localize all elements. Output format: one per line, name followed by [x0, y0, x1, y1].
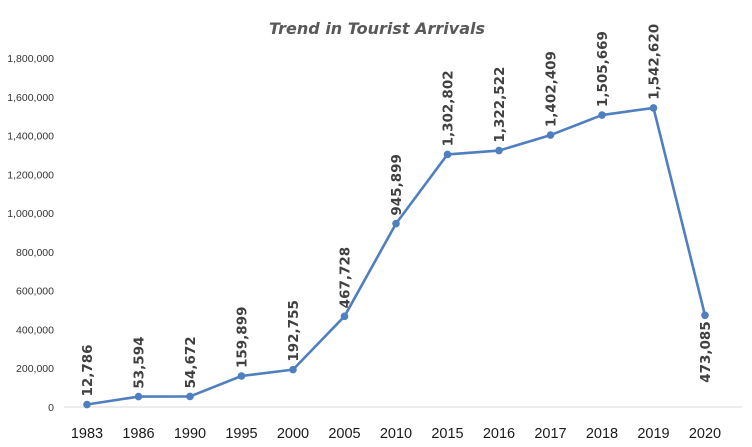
x-axis: 1983 1986 1990 1995 2000 2005 2010 2015 2016 2017… — [64, 406, 742, 442]
data-label: 945,899 — [389, 154, 405, 216]
x-tick-label: 2015 — [431, 426, 463, 442]
data-point — [546, 131, 555, 139]
data-label: 54,672 — [183, 336, 199, 388]
data-label: 1,542,620 — [647, 24, 663, 100]
data-point — [598, 111, 606, 119]
data-point — [340, 312, 349, 321]
data-label: 473,085 — [698, 321, 714, 383]
x-tick-label: 1983 — [71, 426, 103, 442]
y-axis: 0 200,000 400,000 600,000 800,000 1,000,000 1,… — [7, 53, 54, 414]
x-tick-label: 2017 — [534, 426, 566, 442]
chart-title: Trend in Tourist Arrivals — [269, 19, 485, 38]
data-label: 192,755 — [286, 300, 302, 362]
y-tick-label: 1,400,000 — [7, 131, 54, 143]
x-tick-label: 2020 — [689, 426, 721, 442]
data-point — [186, 392, 194, 401]
y-tick-label: 200,000 — [16, 363, 54, 375]
x-tick-label: 1986 — [122, 426, 154, 442]
y-tick-label: 1,200,000 — [7, 169, 54, 181]
x-tick-label: 2010 — [380, 426, 412, 442]
data-labels: 12,786 53,594 54,672 159,899 192,755 467,728 9… — [80, 24, 714, 397]
x-tick-label: 2005 — [328, 426, 360, 442]
y-tick-label: 800,000 — [16, 247, 54, 259]
x-tick-label: 1995 — [225, 426, 257, 442]
series-line — [86, 106, 707, 406]
data-label: 159,899 — [235, 306, 251, 368]
data-point — [237, 372, 246, 380]
data-point — [134, 392, 143, 401]
data-point — [701, 311, 709, 320]
data-label: 12,786 — [80, 344, 96, 396]
data-point — [649, 104, 658, 112]
x-tick-label: 2018 — [586, 426, 618, 442]
y-tick-label: 400,000 — [16, 324, 54, 336]
data-point — [289, 365, 297, 374]
data-label: 467,728 — [338, 247, 354, 309]
y-tick-label: 600,000 — [16, 286, 54, 298]
data-label: 1,302,802 — [441, 70, 457, 146]
y-tick-label: 0 — [48, 402, 54, 414]
data-point — [392, 219, 400, 228]
x-tick-label: 2000 — [277, 426, 309, 442]
y-tick-label: 1,600,000 — [7, 92, 54, 104]
x-tick-label: 2019 — [637, 426, 669, 442]
data-point — [495, 146, 503, 155]
y-tick-label: 1,800,000 — [7, 53, 54, 65]
y-tick-label: 1,000,000 — [7, 208, 54, 220]
data-label: 53,594 — [132, 336, 148, 388]
x-tick-label: 2016 — [483, 426, 515, 442]
data-label: 1,322,522 — [492, 67, 508, 143]
data-point — [83, 400, 91, 409]
x-tick-label: 1990 — [174, 426, 206, 442]
data-label: 1,402,409 — [544, 51, 560, 127]
data-label: 1,505,669 — [595, 31, 611, 107]
data-point — [443, 150, 452, 159]
series-tourist-arrivals — [83, 104, 709, 409]
